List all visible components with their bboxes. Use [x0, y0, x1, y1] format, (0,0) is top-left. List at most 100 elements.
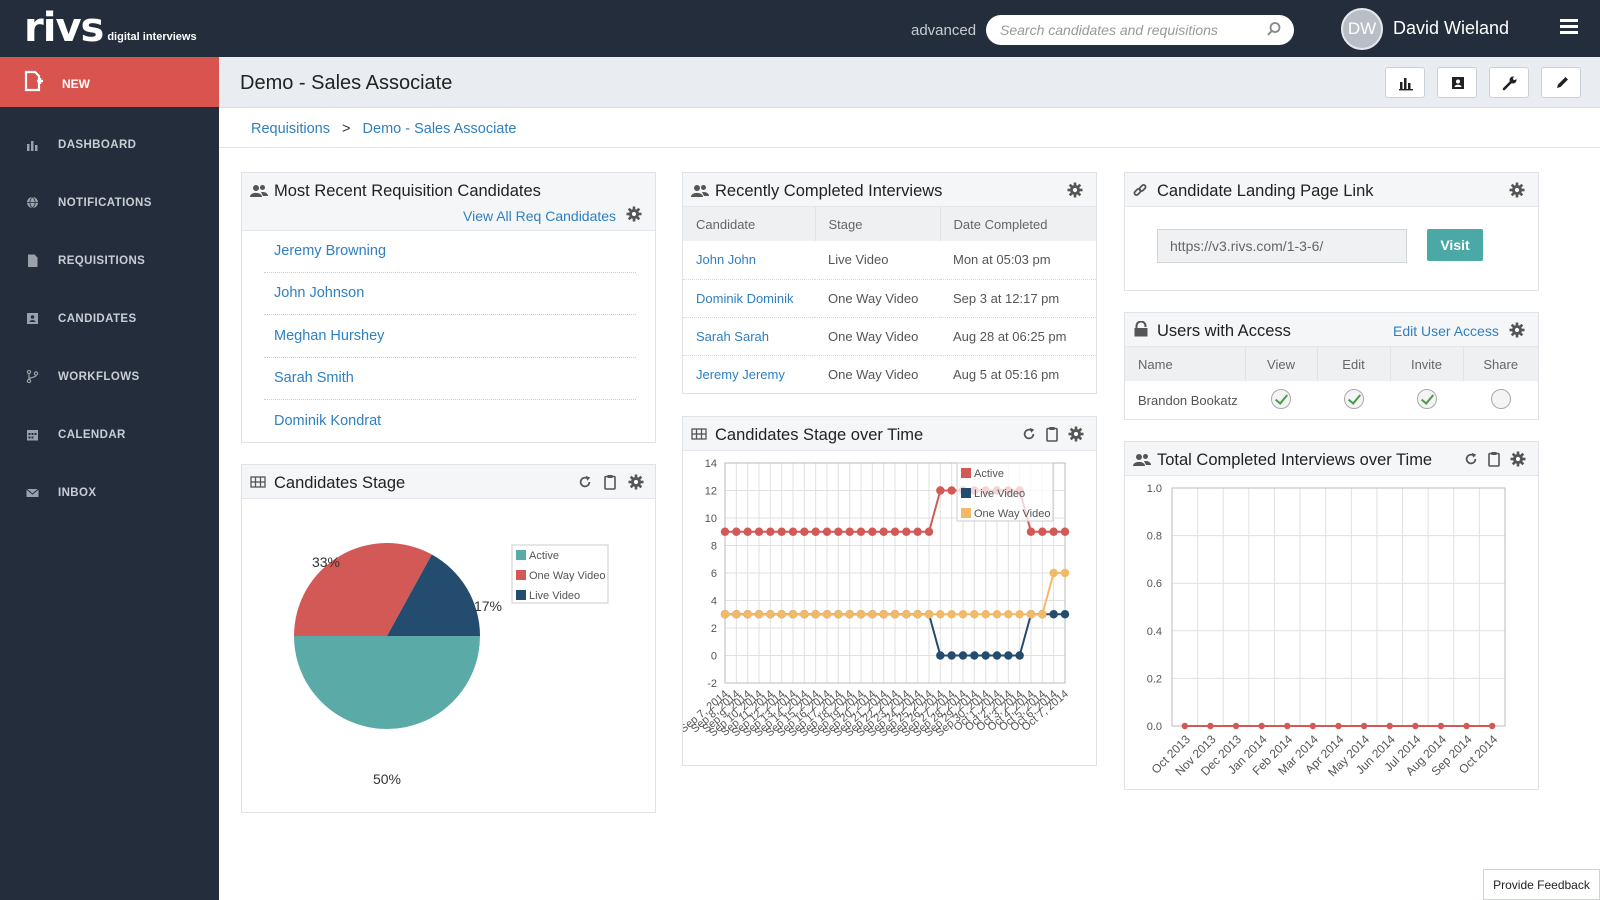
gear-icon[interactable] — [1068, 426, 1084, 442]
gear-icon[interactable] — [628, 474, 644, 490]
sidebar-item-label: DASHBOARD — [58, 139, 137, 151]
data-point — [958, 651, 968, 660]
data-point — [1284, 722, 1291, 730]
share-permission-checkbox[interactable] — [1490, 388, 1511, 409]
refresh-icon[interactable] — [1022, 426, 1036, 442]
data-point — [992, 651, 1002, 660]
panel-header: Candidate Landing Page Link — [1125, 173, 1538, 207]
clipboard-icon[interactable] — [603, 474, 617, 490]
refresh-icon[interactable] — [1464, 451, 1478, 467]
panel-title: Total Completed Interviews over Time — [1157, 451, 1433, 469]
gear-icon[interactable] — [626, 206, 642, 222]
sidebar-item-dashboard[interactable]: DASHBOARD — [0, 125, 219, 165]
clipboard-icon[interactable] — [1487, 451, 1501, 467]
data-point — [1015, 610, 1024, 619]
list-item[interactable]: Sarah Smith — [274, 370, 354, 386]
settings-wrench-button[interactable] — [1489, 67, 1529, 98]
date-cell: Aug 5 at 05:16 pm — [953, 366, 1060, 382]
data-point — [947, 486, 956, 495]
panel-title: Candidate Landing Page Link — [1157, 182, 1374, 200]
sidebar-item-workflows[interactable]: WORKFLOWS — [0, 357, 219, 397]
avatar[interactable]: DW — [1341, 8, 1383, 50]
sidebar-item-inbox[interactable]: INBOX — [0, 473, 219, 513]
view-permission-checkbox[interactable] — [1271, 388, 1291, 409]
panel-header: Total Completed Interviews over Time — [1125, 442, 1538, 476]
search-input[interactable] — [986, 15, 1246, 45]
breadcrumb-requisitions-link[interactable]: Requisitions — [251, 121, 330, 137]
edit-pencil-button[interactable] — [1541, 67, 1581, 98]
provide-feedback-button[interactable]: Provide Feedback — [1483, 869, 1600, 900]
data-point — [788, 610, 798, 619]
pie-slice-one-way-video — [294, 543, 432, 636]
data-point — [1335, 722, 1342, 730]
visit-button[interactable]: Visit — [1427, 229, 1483, 261]
chart-grid — [1171, 487, 1506, 727]
y-tick-label: 10 — [705, 513, 717, 525]
column-header: Name — [1125, 347, 1246, 381]
data-point — [856, 527, 866, 536]
legend-entry: One Way Video — [529, 570, 605, 582]
legend-swatch — [961, 508, 971, 518]
user-name[interactable]: David Wieland — [1393, 18, 1510, 38]
breadcrumb-current-link[interactable]: Demo - Sales Associate — [362, 121, 517, 137]
reports-button[interactable] — [1385, 67, 1425, 98]
column-header: Date Completed — [940, 207, 1096, 241]
clipboard-icon[interactable] — [1045, 426, 1059, 442]
candidate-card-button[interactable] — [1437, 67, 1477, 98]
document-icon — [28, 254, 38, 267]
landing-url-field[interactable]: https://v3.rivs.com/1-3-6/ — [1157, 229, 1407, 263]
hamburger-menu-icon[interactable] — [1560, 19, 1578, 35]
data-point — [777, 610, 786, 619]
list-item[interactable]: Dominik Kondrat — [274, 413, 382, 429]
advanced-search-link[interactable]: advanced — [911, 22, 977, 39]
panel-header: Candidates Stage — [242, 465, 655, 499]
data-point — [913, 527, 922, 536]
candidate-link[interactable]: Dominik Dominik — [696, 290, 794, 306]
data-point — [879, 527, 888, 536]
candidate-link[interactable]: Jeremy Jeremy — [696, 366, 785, 382]
candidate-link[interactable]: Sarah Sarah — [696, 328, 769, 344]
data-point — [981, 651, 990, 660]
invite-permission-checkbox[interactable] — [1416, 388, 1437, 409]
new-label: NEW — [62, 77, 90, 91]
column-header: Edit — [1317, 347, 1391, 381]
refresh-icon[interactable] — [578, 474, 592, 490]
recent-candidates-panel: Most Recent Requisition Candidates View … — [241, 172, 656, 443]
pie-legend: Active One Way Video Live Video — [511, 544, 609, 604]
data-point — [1060, 610, 1070, 619]
gear-icon[interactable] — [1509, 322, 1525, 338]
list-item[interactable]: John Johnson — [274, 285, 365, 301]
gear-icon[interactable] — [1067, 182, 1083, 198]
y-tick-label: 12 — [705, 486, 717, 498]
data-point — [766, 610, 775, 619]
legend-swatch — [516, 570, 526, 580]
data-point — [1437, 722, 1445, 730]
candidate-link[interactable]: John John — [696, 252, 756, 268]
list-item[interactable]: Jeremy Browning — [274, 243, 387, 259]
data-point — [902, 527, 911, 536]
gear-icon[interactable] — [1510, 451, 1526, 467]
search-icon[interactable] — [1266, 21, 1282, 37]
view-all-req-candidates-link[interactable]: View All Req Candidates — [463, 208, 617, 224]
sidebar-item-notifications[interactable]: NOTIFICATIONS — [0, 183, 219, 223]
data-point — [1060, 527, 1070, 536]
sidebar-item-candidates[interactable]: CANDIDATES — [0, 299, 219, 339]
page-header: Demo - Sales Associate — [219, 57, 1600, 108]
data-point — [1232, 722, 1240, 730]
gear-icon[interactable] — [1509, 182, 1525, 198]
edit-user-access-link[interactable]: Edit User Access — [1393, 323, 1499, 339]
column-header: Invite — [1390, 347, 1464, 381]
breadcrumb-separator: > — [342, 121, 351, 137]
new-button[interactable]: NEW — [0, 57, 219, 107]
table-row: John John Live Video Mon at 05:03 pm — [683, 241, 1096, 280]
panel-title: Candidates Stage — [274, 474, 406, 492]
sidebar-item-calendar[interactable]: CALENDAR — [0, 415, 219, 455]
table-header-row: Name View Edit Invite Share — [1125, 347, 1538, 381]
sidebar-item-requisitions[interactable]: REQUISITIONS — [0, 241, 219, 281]
list-separator — [264, 272, 636, 273]
rivs-logo[interactable]: rivs digital interviews — [24, 8, 197, 48]
edit-permission-checkbox[interactable] — [1343, 388, 1364, 409]
candidates-stage-panel: Candidates Stage 50% 33% 17% Active One Way … — [241, 464, 656, 813]
list-item[interactable]: Meghan Hurshey — [274, 328, 385, 344]
